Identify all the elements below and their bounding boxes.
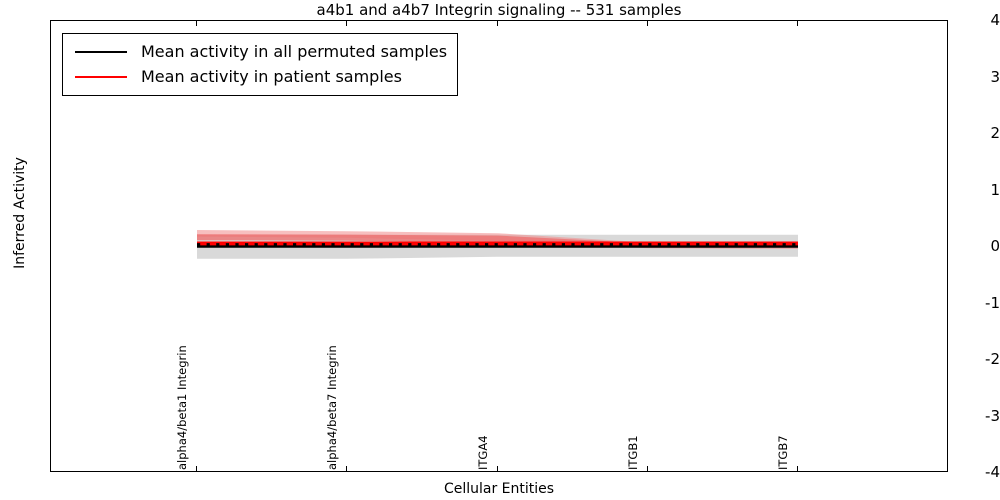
y-tick-label: -4 bbox=[985, 463, 1000, 481]
x-tick-mark bbox=[647, 20, 648, 26]
y-tick-label: 3 bbox=[990, 67, 1000, 86]
y-tick-label: -1 bbox=[985, 293, 1000, 312]
plot-canvas bbox=[197, 230, 798, 259]
x-tick-mark bbox=[346, 466, 347, 472]
legend-entry-patient: Mean activity in patient samples bbox=[69, 64, 447, 89]
legend-label: Mean activity in all permuted samples bbox=[141, 42, 448, 61]
legend-label: Mean activity in patient samples bbox=[141, 67, 402, 86]
y-axis-label: Inferred Activity bbox=[12, 157, 28, 269]
x-axis-label: Cellular Entities bbox=[443, 481, 555, 497]
legend-line-icon bbox=[75, 75, 127, 78]
y-tick-label: 2 bbox=[990, 124, 1000, 142]
x-tick-mark bbox=[797, 466, 798, 472]
y-tick-label: -2 bbox=[985, 350, 1000, 368]
y-tick-label: 0 bbox=[990, 237, 1000, 255]
x-tick-mark bbox=[497, 20, 498, 26]
x-tick-mark bbox=[647, 466, 648, 472]
x-tick-mark bbox=[797, 20, 798, 26]
chart-title: a4b1 and a4b7 Integrin signaling -- 531 … bbox=[316, 1, 682, 19]
legend-entry-permuted: Mean activity in all permuted samples bbox=[69, 39, 447, 64]
y-tick-label: 4 bbox=[990, 11, 1000, 29]
x-tick-mark bbox=[497, 466, 498, 472]
y-tick-label: 1 bbox=[990, 180, 1000, 199]
x-tick-mark bbox=[346, 20, 347, 26]
y-tick-label: -3 bbox=[985, 406, 1000, 425]
legend-line-icon bbox=[75, 50, 127, 53]
x-tick-mark bbox=[196, 20, 197, 26]
x-tick-mark bbox=[196, 466, 197, 472]
chart-legend: Mean activity in all permuted samples Me… bbox=[62, 33, 459, 96]
